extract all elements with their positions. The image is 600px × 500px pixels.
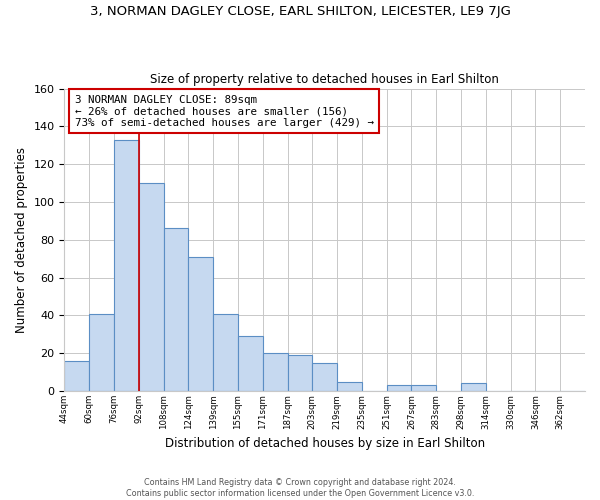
Bar (287, 355, 313, 391)
X-axis label: Distribution of detached houses by size in Earl Shilton: Distribution of detached houses by size … (164, 437, 485, 450)
Bar (213, 314, 238, 391)
Bar (188, 257, 213, 391)
Text: 3 NORMAN DAGLEY CLOSE: 89sqm
← 26% of detached houses are smaller (156)
73% of s: 3 NORMAN DAGLEY CLOSE: 89sqm ← 26% of de… (75, 94, 374, 128)
Text: Contains HM Land Registry data © Crown copyright and database right 2024.
Contai: Contains HM Land Registry data © Crown c… (126, 478, 474, 498)
Title: Size of property relative to detached houses in Earl Shilton: Size of property relative to detached ho… (150, 73, 499, 86)
Bar (139, 183, 164, 391)
Bar (313, 362, 337, 391)
Bar (461, 384, 486, 391)
Bar (64, 361, 89, 391)
Bar (386, 386, 412, 391)
Text: 3, NORMAN DAGLEY CLOSE, EARL SHILTON, LEICESTER, LE9 7JG: 3, NORMAN DAGLEY CLOSE, EARL SHILTON, LE… (89, 5, 511, 18)
Bar (164, 228, 188, 391)
Y-axis label: Number of detached properties: Number of detached properties (15, 147, 28, 333)
Bar (114, 140, 139, 391)
Bar (89, 314, 114, 391)
Bar (412, 386, 436, 391)
Bar (238, 336, 263, 391)
Bar (337, 382, 362, 391)
Bar (263, 353, 287, 391)
